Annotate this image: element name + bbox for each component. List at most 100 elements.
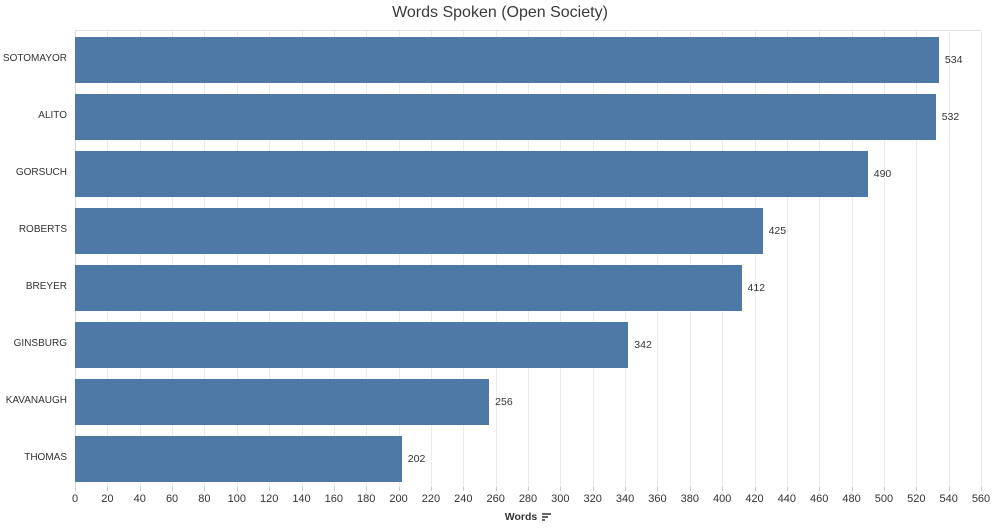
y-label-ginsburg[interactable]: GINSBURG [13, 338, 67, 350]
bar-gorsuch[interactable] [75, 150, 868, 197]
x-tick-label: 200 [389, 493, 408, 505]
x-tick-mark [916, 487, 918, 491]
gridline [948, 31, 950, 488]
gridline [236, 31, 238, 488]
x-tick-mark [172, 487, 174, 491]
sort-descending-icon[interactable] [542, 513, 552, 521]
x-tick-label: 560 [971, 493, 991, 505]
x-tick-label: 260 [486, 493, 505, 505]
x-tick-label: 80 [198, 493, 211, 505]
bar-value-label: 412 [747, 282, 766, 295]
gridline [139, 31, 141, 488]
gridline [657, 31, 659, 488]
x-tick-mark [528, 487, 529, 491]
gridline [366, 31, 368, 488]
x-tick-label: 480 [842, 493, 861, 505]
bar-breyer[interactable] [75, 265, 742, 312]
x-tick-mark [107, 487, 109, 491]
gridline [301, 31, 303, 488]
x-tick-mark [560, 487, 562, 491]
x-tick-label: 440 [777, 493, 797, 505]
y-label-breyer[interactable]: BREYER [25, 281, 67, 293]
x-tick-label: 180 [357, 493, 376, 505]
bar-alito[interactable] [75, 93, 936, 140]
x-tick-label: 400 [712, 493, 732, 505]
gridline [592, 31, 594, 488]
x-tick-mark [333, 487, 335, 491]
bar-ginsburg[interactable] [75, 322, 629, 369]
gridline [916, 31, 918, 488]
gridline [75, 31, 76, 488]
x-tick-mark [948, 487, 950, 491]
bar-kavanaugh[interactable] [75, 379, 490, 426]
bar-value-label: 425 [768, 224, 787, 237]
bar-value-label: 532 [941, 110, 960, 123]
gridline [172, 31, 174, 488]
x-tick-mark [204, 487, 206, 491]
y-label-sotomayor[interactable]: SOTOMAYOR [2, 52, 67, 64]
gridline [463, 31, 465, 488]
gridline [495, 31, 497, 488]
bar-sotomayor[interactable] [75, 36, 939, 83]
bar-thomas[interactable] [75, 436, 402, 483]
x-tick-label: 40 [133, 493, 146, 505]
y-label-kavanaugh[interactable]: KAVANAUGH [5, 395, 67, 407]
plot-area: 534 532 490 425 412 342 256 202 [75, 30, 982, 488]
x-tick-mark [75, 487, 76, 491]
gridline [269, 31, 271, 488]
x-tick-label: 240 [454, 493, 473, 505]
gridline [560, 31, 562, 488]
gridline [786, 31, 788, 488]
x-tick-mark [269, 487, 271, 491]
y-label-alito[interactable]: ALITO [38, 109, 67, 121]
gridline [883, 31, 885, 488]
gridline [528, 31, 529, 488]
x-tick-mark [495, 487, 497, 491]
x-tick-label: 120 [259, 493, 279, 505]
bar-value-label: 534 [944, 53, 963, 66]
x-tick-label: 500 [874, 493, 894, 505]
bar-value-label: 490 [873, 167, 892, 180]
y-label-roberts[interactable]: ROBERTS [18, 223, 67, 235]
x-tick-mark [236, 487, 238, 491]
gridline [625, 31, 627, 488]
x-axis-title: Words [75, 511, 981, 523]
gridline [754, 31, 756, 488]
gridline [851, 31, 853, 488]
x-tick-mark [819, 487, 821, 491]
gridline [333, 31, 335, 488]
gridline [819, 31, 821, 488]
x-tick-label: 160 [324, 493, 344, 505]
x-tick-mark [754, 487, 756, 491]
x-tick-label: 220 [421, 493, 441, 505]
x-tick-label: 360 [648, 493, 667, 505]
bar-value-label: 256 [495, 396, 513, 409]
x-tick-mark [301, 487, 303, 491]
x-tick-mark [786, 487, 788, 491]
x-tick-label: 460 [810, 493, 829, 505]
x-tick-label: 0 [71, 493, 79, 505]
x-tick-mark [981, 487, 982, 491]
x-axis-title-label: Words [504, 511, 538, 523]
x-tick-mark [366, 487, 368, 491]
x-tick-label: 20 [101, 493, 114, 505]
gridline [430, 31, 432, 488]
x-tick-mark [657, 487, 659, 491]
bar-roberts[interactable] [75, 207, 763, 254]
x-tick-label: 300 [551, 493, 570, 505]
x-tick-mark [398, 487, 400, 491]
gridline [204, 31, 206, 488]
y-label-gorsuch[interactable]: GORSUCH [15, 166, 67, 178]
gridline [398, 31, 400, 488]
x-tick-mark [430, 487, 432, 491]
x-tick-label: 140 [292, 493, 311, 505]
x-tick-label: 320 [583, 493, 602, 505]
x-tick-mark [625, 487, 627, 491]
gridline [107, 31, 109, 488]
y-label-thomas[interactable]: THOMAS [24, 452, 67, 464]
x-tick-label: 540 [939, 493, 958, 505]
x-tick-mark [689, 487, 691, 491]
x-tick-mark [722, 487, 724, 491]
x-tick-mark [851, 487, 853, 491]
